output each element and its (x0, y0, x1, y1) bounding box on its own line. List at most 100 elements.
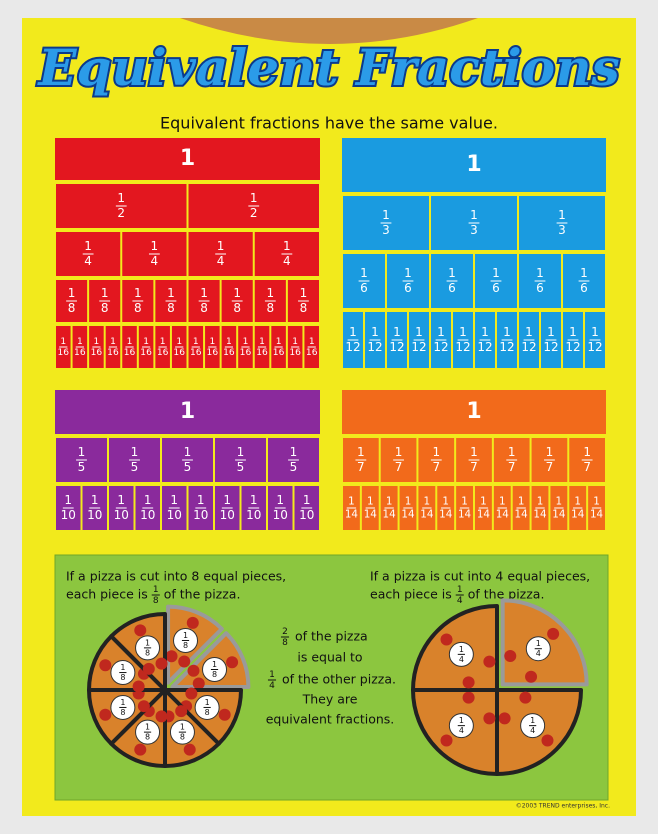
numerator: 1 (143, 337, 149, 347)
pepperoni (155, 710, 168, 723)
denominator: 12 (543, 340, 558, 354)
numerator: 1 (442, 496, 449, 508)
denominator: 6 (448, 281, 456, 295)
pepperoni (483, 655, 496, 668)
numerator: 1 (243, 337, 249, 347)
denominator: 10 (220, 508, 235, 522)
numerator: 1 (200, 286, 208, 300)
numerator: 1 (233, 286, 241, 300)
pepperoni (226, 656, 239, 669)
denominator: 10 (114, 508, 129, 522)
denominator: 16 (223, 348, 235, 358)
numerator: 1 (546, 445, 554, 459)
denominator: 16 (173, 348, 185, 358)
denominator: 16 (273, 348, 285, 358)
numerator: 1 (259, 337, 265, 347)
numerator: 1 (290, 445, 298, 459)
pepperoni (440, 734, 453, 747)
pepperoni (134, 743, 147, 756)
denominator: 8 (233, 301, 241, 315)
numerator: 1 (348, 496, 355, 508)
denominator: 7 (432, 460, 440, 474)
middle-line: of the other pizza. (282, 672, 396, 687)
denominator: 4 (217, 254, 225, 268)
numerator: 1 (415, 325, 423, 339)
denominator: 6 (492, 281, 500, 295)
denominator: 8 (200, 301, 208, 315)
pepperoni (519, 691, 532, 704)
pepperoni (462, 691, 475, 704)
middle-line: equivalent fractions. (266, 712, 395, 727)
pepperoni (185, 687, 198, 700)
numerator: 1 (134, 286, 142, 300)
numerator: 1 (197, 493, 205, 507)
numerator: 1 (77, 337, 83, 347)
numerator: 1 (547, 325, 555, 339)
numerator: 1 (461, 496, 468, 508)
numerator: 1 (349, 325, 357, 339)
denominator: 12 (587, 340, 602, 354)
numerator: 1 (481, 325, 489, 339)
caption-line: each piece is (66, 587, 148, 602)
denominator: 8 (145, 648, 150, 657)
numerator: 1 (300, 286, 308, 300)
numerator: 1 (193, 337, 199, 347)
caption-line: If a pizza is cut into 4 equal pieces, (370, 569, 590, 584)
numerator: 1 (180, 723, 185, 732)
denominator: 6 (580, 281, 588, 295)
whole-bar (55, 138, 320, 180)
middle-line: is equal to (297, 650, 362, 665)
denominator: 8 (180, 733, 185, 742)
pepperoni (165, 650, 178, 663)
numerator: 1 (120, 698, 125, 707)
denominator: 8 (266, 301, 274, 315)
denominator: 8 (212, 670, 217, 679)
denominator: 16 (91, 348, 103, 358)
denominator: 10 (167, 508, 182, 522)
numerator: 1 (536, 266, 544, 280)
pepperoni (498, 712, 511, 725)
numerator: 1 (556, 496, 563, 508)
denominator: 16 (190, 348, 202, 358)
numerator: 1 (117, 493, 125, 507)
numerator: 1 (537, 496, 544, 508)
denominator: 16 (240, 348, 252, 358)
numerator: 1 (580, 266, 588, 280)
numerator: 1 (448, 266, 456, 280)
denominator: 16 (74, 348, 86, 358)
numerator: 1 (176, 337, 182, 347)
numerator: 1 (583, 445, 591, 459)
denominator: 3 (470, 223, 478, 237)
numerator: 1 (151, 239, 159, 253)
pepperoni (178, 655, 191, 668)
denominator: 6 (404, 281, 412, 295)
numerator: 1 (558, 208, 566, 222)
numerator: 1 (371, 325, 379, 339)
denominator: 5 (184, 460, 192, 474)
denominator: 14 (496, 508, 510, 520)
denominator: 16 (289, 348, 301, 358)
denominator: 12 (565, 340, 580, 354)
numerator: 1 (226, 337, 232, 347)
numerator: 1 (303, 493, 311, 507)
numerator: 1 (530, 716, 535, 725)
denominator: 8 (101, 301, 109, 315)
numerator: 1 (405, 496, 412, 508)
numerator: 1 (237, 445, 245, 459)
numerator: 1 (309, 337, 315, 347)
denominator: 14 (590, 508, 604, 520)
numerator: 1 (518, 496, 525, 508)
denominator: 12 (521, 340, 536, 354)
numerator: 1 (110, 337, 116, 347)
numerator: 1 (386, 496, 393, 508)
numerator: 1 (574, 496, 581, 508)
denominator: 14 (401, 508, 415, 520)
middle-line: of the pizza (295, 629, 368, 644)
pepperoni (175, 705, 188, 718)
pepperoni (137, 700, 150, 713)
numerator: 1 (250, 191, 258, 205)
middle-line: They are (302, 692, 358, 707)
numerator: 1 (593, 496, 600, 508)
denominator: 8 (145, 733, 150, 742)
denominator: 10 (299, 508, 314, 522)
